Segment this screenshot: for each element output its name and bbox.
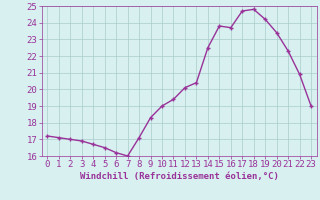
X-axis label: Windchill (Refroidissement éolien,°C): Windchill (Refroidissement éolien,°C) — [80, 172, 279, 181]
